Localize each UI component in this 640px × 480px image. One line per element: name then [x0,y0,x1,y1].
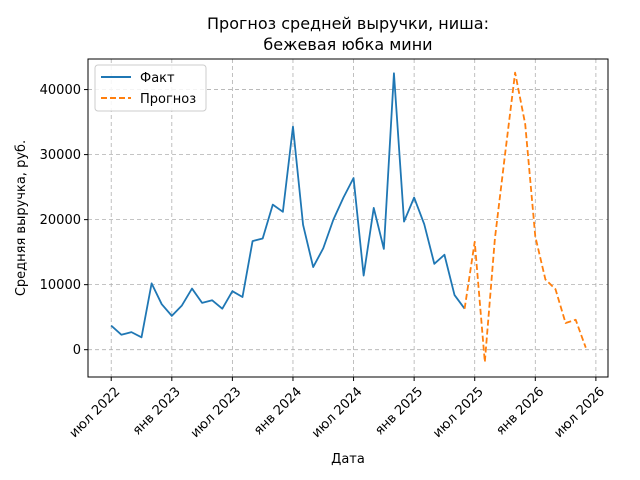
plot-area-frame [87,58,609,378]
chart-title-line-2: бежевая юбка мини [263,35,432,54]
x-axis-label: Дата [331,452,365,467]
y-tick-label: 40000 [40,83,81,98]
series-layer [110,71,587,363]
legend-label-forecast: Прогноз [140,92,196,107]
legend-label-fact: Факт [140,71,175,86]
y-tick-label: 20000 [40,213,81,228]
y-axis-label: Средняя выручка, руб. [14,140,29,296]
y-tick-label: 10000 [40,278,81,293]
series-line-fact [110,72,466,339]
legend: Факт Прогноз [94,64,207,112]
y-axis-ticks: 0 10000 20000 30000 40000 [40,83,88,358]
series-line-forecast [463,71,587,363]
y-tick-label: 0 [73,343,81,358]
chart-title-line-1: Прогноз средней выручки, ниша: [207,14,489,33]
grid [88,59,608,377]
y-tick-label: 30000 [40,148,81,163]
